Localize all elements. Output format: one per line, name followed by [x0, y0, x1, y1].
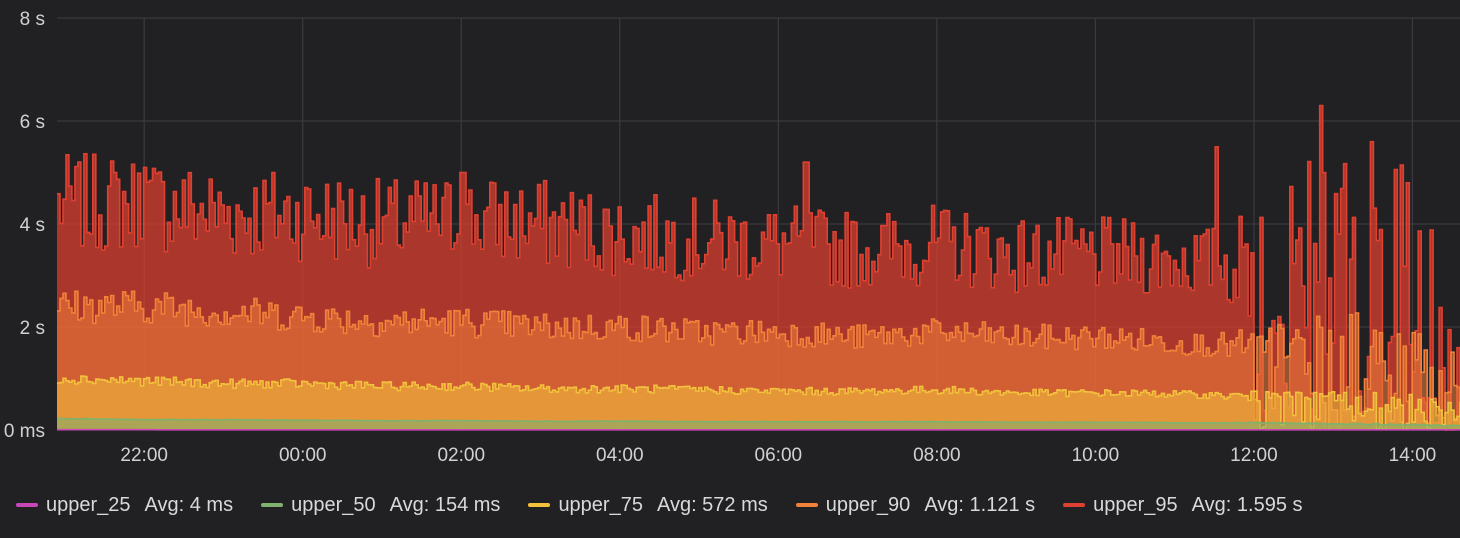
- series-area-upper-75: [57, 376, 1460, 430]
- legend-avg-value: Avg: 4 ms: [144, 493, 234, 516]
- series-line-upper-75[interactable]: [57, 375, 1460, 431]
- axis-layer: 0 ms 2 s 4 s 6 s 8 s 22:00 00:00 02:00 04:00 06:0…: [4, 9, 1436, 466]
- legend-series-name[interactable]: upper_95: [1093, 493, 1178, 516]
- x-tick-label: 10:00: [1072, 445, 1120, 466]
- legend-swatch: [261, 503, 284, 507]
- legend-swatch: [1063, 503, 1086, 507]
- x-tick-label: 04:00: [596, 445, 644, 466]
- legend: upper_25 Avg: 4 ms upper_50 Avg: 154 ms …: [16, 490, 1303, 520]
- series-line-upper-95[interactable]: [57, 104, 1460, 431]
- legend-avg-value: Avg: 1.595 s: [1191, 493, 1303, 516]
- legend-series-name[interactable]: upper_50: [291, 493, 376, 516]
- legend-series-name[interactable]: upper_25: [46, 493, 131, 516]
- y-tick-label: 2 s: [20, 318, 45, 339]
- legend-series-name[interactable]: upper_90: [825, 493, 911, 516]
- latency-chart: 0 ms 2 s 4 s 6 s 8 s 22:00 00:00 02:00 04:00 06:0…: [4, 9, 1460, 466]
- legend-item-upper-75[interactable]: upper_75 Avg: 572 ms: [528, 493, 768, 517]
- y-tick-label: 8 s: [20, 9, 45, 30]
- legend-avg-value: Avg: 1.121 s: [924, 493, 1036, 516]
- legend-item-upper-95[interactable]: upper_95 Avg: 1.595 s: [1063, 493, 1303, 517]
- y-tick-label: 4 s: [20, 215, 45, 236]
- legend-swatch: [528, 503, 551, 507]
- x-tick-label: 00:00: [279, 445, 327, 466]
- series-line-upper-50[interactable]: [57, 417, 1460, 427]
- x-tick-label: 12:00: [1230, 445, 1278, 466]
- legend-avg-value: Avg: 154 ms: [389, 493, 501, 516]
- legend-series-name[interactable]: upper_75: [558, 493, 643, 516]
- legend-swatch: [795, 503, 818, 507]
- series-layer: [57, 104, 1460, 431]
- y-tick-label: 6 s: [20, 112, 45, 133]
- series-line-upper-90[interactable]: [57, 290, 1460, 431]
- x-tick-label: 06:00: [755, 445, 803, 466]
- legend-item-upper-25[interactable]: upper_25 Avg: 4 ms: [16, 494, 233, 517]
- x-tick-label: 08:00: [913, 445, 961, 466]
- legend-avg-value: Avg: 572 ms: [656, 493, 768, 516]
- x-tick-label: 14:00: [1389, 445, 1437, 466]
- x-tick-label: 02:00: [437, 445, 485, 466]
- legend-item-upper-90[interactable]: upper_90 Avg: 1.121 s: [795, 493, 1036, 517]
- legend-item-upper-50[interactable]: upper_50 Avg: 154 ms: [261, 494, 500, 517]
- y-tick-label: 0 ms: [4, 421, 45, 442]
- legend-swatch: [16, 503, 38, 507]
- x-tick-label: 22:00: [120, 445, 168, 466]
